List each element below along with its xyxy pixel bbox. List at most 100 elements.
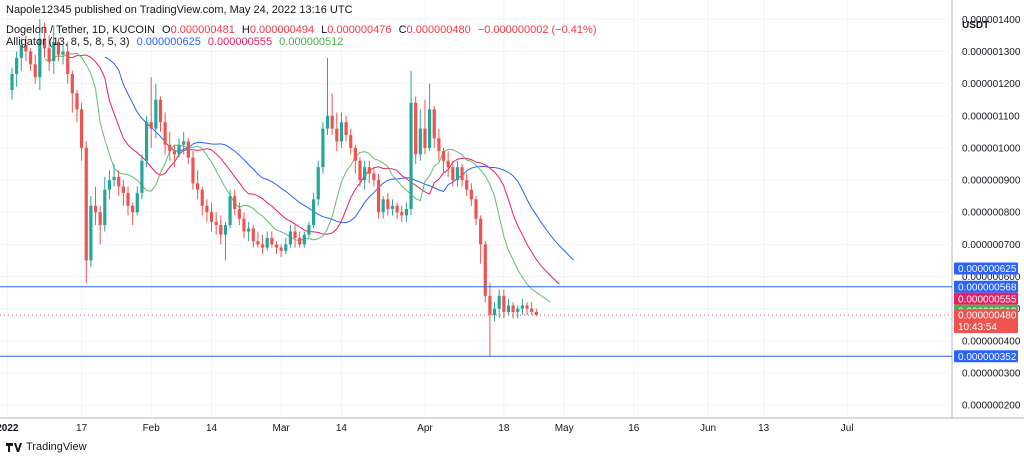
candle-body (172, 151, 176, 155)
candle-body (52, 41, 56, 62)
x-tick-label: Feb (143, 423, 161, 434)
candle-body (200, 189, 204, 206)
candle-body (479, 218, 483, 245)
candle-body (168, 144, 172, 152)
candle-body (376, 180, 381, 213)
candle-body (247, 228, 251, 232)
candle-body (265, 237, 269, 248)
candle-body (42, 38, 47, 49)
candle-body (428, 109, 432, 148)
candle-body (233, 196, 237, 209)
candle-body (70, 73, 74, 94)
candle-body (38, 38, 42, 78)
candle-body (10, 73, 14, 91)
y-tick-label: 0.000000600 (962, 272, 1021, 283)
candle-body (465, 180, 469, 190)
candle-body (98, 212, 102, 226)
candle-body (330, 115, 334, 129)
candle-body (483, 244, 487, 296)
candle-body (84, 147, 88, 261)
low-value: 0.000000476 (327, 24, 392, 36)
candle-body (260, 244, 265, 248)
candle-body (400, 212, 404, 216)
symbol-name[interactable]: Dogelon / Tether, 1D, KUCOIN (6, 24, 155, 36)
indicator-name[interactable]: Alligator (13, 8, 5, 8, 5, 3) (6, 36, 130, 48)
alligator-teeth-line (67, 54, 560, 285)
candle-body (307, 225, 311, 235)
countdown-label: 10:43:54 (958, 322, 997, 333)
candle-body (446, 160, 450, 168)
footer-brand[interactable]: TradingView (6, 441, 87, 453)
candle-body (386, 199, 390, 209)
candle-body (312, 199, 316, 226)
candle-body (140, 160, 144, 193)
x-tick-label: Jun (700, 423, 716, 434)
lips-value: 0.000000512 (279, 36, 344, 48)
candle-body (242, 218, 246, 232)
x-tick-label: 2022 (0, 423, 19, 434)
candle-body (228, 196, 232, 226)
candles-group (10, 19, 538, 357)
candle-body (534, 311, 538, 316)
candle-body (256, 241, 260, 245)
candle-body (237, 209, 241, 219)
candle-body (367, 167, 371, 174)
candle-body (75, 93, 79, 110)
candle-body (335, 128, 339, 142)
candle-body (66, 51, 70, 74)
candle-body (414, 102, 418, 155)
close-value: 0.000000480 (406, 24, 471, 36)
change-value: −0.000000002 (−0.41%) (477, 24, 597, 36)
price-tag-label: 0.000000568 (958, 282, 1017, 293)
candle-body (135, 192, 139, 213)
x-tick-label: May (555, 423, 574, 434)
x-tick-label: 18 (498, 423, 510, 434)
candle-body (251, 228, 255, 242)
candle-body (353, 147, 357, 161)
y-tick-label: 0.000001400 (962, 15, 1021, 26)
candle-body (270, 237, 274, 245)
y-tick-label: 0.000000900 (962, 176, 1021, 187)
candle-body (316, 167, 320, 200)
candle-body (131, 205, 135, 213)
candle-body (158, 99, 163, 123)
x-tick-label: 16 (628, 423, 640, 434)
candle-body (492, 308, 497, 316)
open-value: 0.000000481 (170, 24, 235, 36)
y-tick-label: 0.000001300 (962, 47, 1021, 58)
high-value: 0.000000494 (249, 24, 315, 36)
candle-body (182, 141, 186, 145)
last-price-label: 0.000000480 (958, 311, 1017, 322)
open-label: O (162, 24, 171, 36)
candle-body (93, 205, 98, 213)
candle-body (349, 135, 353, 148)
candle-body (325, 115, 330, 129)
close-label: C (398, 24, 407, 36)
candle-body (525, 305, 529, 309)
candle-body (89, 205, 93, 261)
candle-body (144, 122, 149, 161)
x-tick-label: 14 (206, 423, 218, 434)
candle-body (506, 305, 511, 312)
published-line: Napole12345 published on TradingView.com… (6, 4, 353, 16)
x-tick-label: Apr (417, 423, 433, 434)
price-tag (954, 350, 1018, 363)
candle-body (381, 199, 385, 213)
candle-body (80, 109, 84, 148)
y-tick-label: 0.000000400 (962, 336, 1021, 347)
candle-body (437, 138, 441, 152)
candle-body (28, 51, 33, 65)
candle-body (47, 48, 51, 62)
candle-body (455, 167, 460, 181)
y-tick-label: 0.000000700 (962, 240, 1021, 251)
y-tick-label: 0.000000200 (962, 401, 1021, 412)
candle-body (117, 176, 121, 187)
candle-body (469, 189, 473, 200)
candle-body (488, 295, 492, 316)
candle-body (177, 144, 181, 155)
candle-body (209, 212, 214, 222)
candle-body (516, 308, 520, 312)
currency-label: USDT (962, 20, 989, 31)
candle-body (363, 167, 367, 181)
